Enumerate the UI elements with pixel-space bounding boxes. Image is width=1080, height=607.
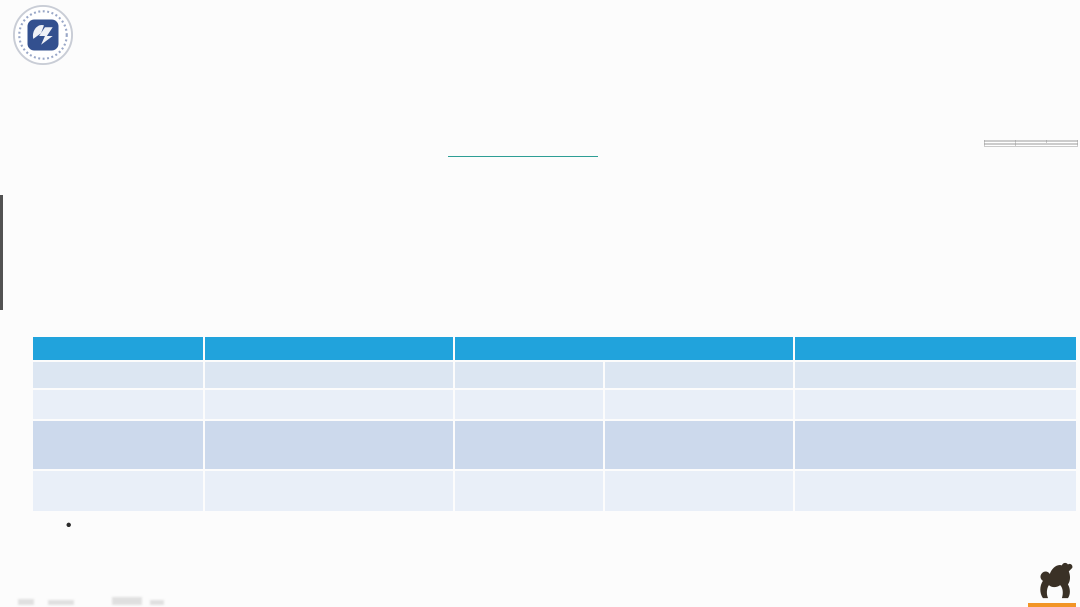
km-plot-keynote-global [390, 146, 602, 338]
km-plot-impower [822, 138, 1079, 334]
impower-inset-table [983, 140, 1079, 147]
table-row-p [33, 471, 1076, 511]
subheader-china [205, 362, 453, 388]
pfs-impower [795, 390, 1076, 419]
p-row-label [33, 471, 203, 511]
csco-rider-icon [1040, 562, 1073, 599]
header-rationale [205, 337, 453, 360]
hr-impower [795, 421, 1076, 469]
hr-keynote-china [605, 421, 793, 469]
pfs-keynote-global [455, 390, 603, 419]
bottom-edge-artifact [48, 600, 74, 605]
csco-logo [1036, 559, 1074, 601]
p-rationale [205, 471, 453, 511]
pfs-row-label [33, 390, 203, 419]
bottom-edge-artifact [150, 600, 164, 605]
hr-rationale [205, 421, 453, 469]
table-row-hr [33, 421, 1076, 469]
table-header-row [33, 337, 1076, 360]
header-empty-cell [33, 337, 203, 360]
pfs-keynote-china [605, 390, 793, 419]
pfs-rationale [205, 390, 453, 419]
subheader-global-1 [455, 362, 603, 388]
table-row-pfs [33, 390, 1076, 419]
hr-row-label [33, 421, 203, 469]
keynote-global-legend [448, 156, 598, 254]
km-plot-rationale-b-vs-c [200, 148, 372, 334]
header-keynote [455, 337, 793, 360]
bottom-edge-artifact [18, 599, 34, 605]
table-subheader-row [33, 362, 1076, 388]
hr-keynote-global [455, 421, 603, 469]
subheader-china-subgroup [605, 362, 793, 388]
comparison-table [33, 337, 1076, 511]
hospital-logo-emblem-icon [12, 4, 74, 66]
p-impower [795, 471, 1076, 511]
impower-pvalue-value [1015, 144, 1078, 147]
km-plot-keynote-china [616, 146, 808, 336]
header-impower [795, 337, 1076, 360]
p-keynote-china [605, 471, 793, 511]
p-keynote-global [455, 471, 603, 511]
subheader-empty-cell [33, 362, 203, 388]
impower-pvalue-label [983, 144, 1016, 147]
bottom-edge-artifact [112, 597, 142, 605]
subheader-global-2 [795, 362, 1076, 388]
km-plot-rationale-a-vs-c [30, 148, 196, 334]
photo-edge-artifact [0, 195, 3, 310]
csco-orange-bar [1028, 603, 1076, 607]
hospital-logo [12, 4, 74, 66]
